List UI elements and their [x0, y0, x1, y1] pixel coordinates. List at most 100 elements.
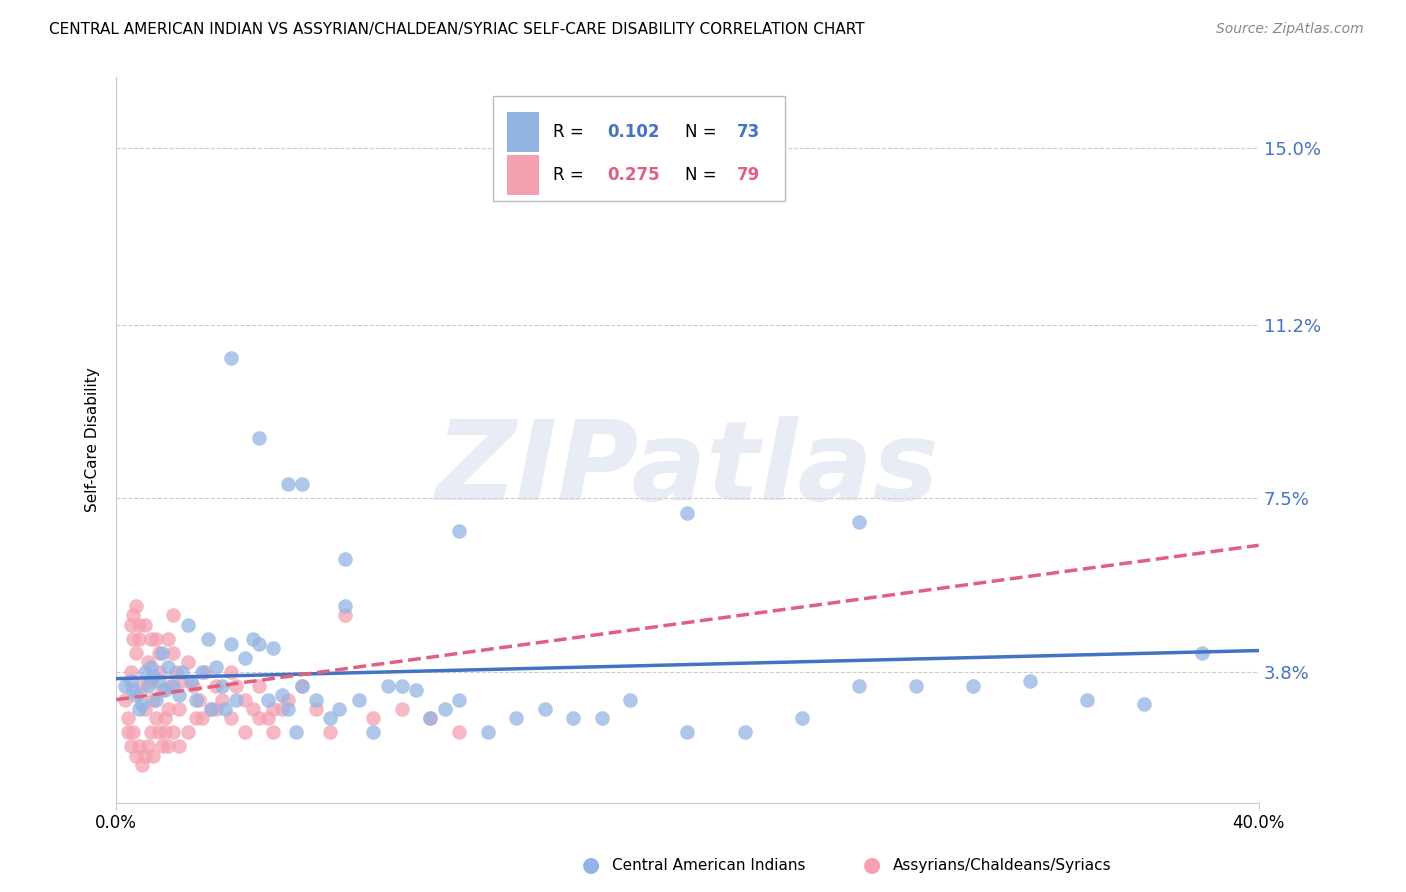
Point [447, 692, 470, 706]
Point [319, 711, 342, 725]
Point [205, 702, 228, 716]
Point [128, 617, 150, 632]
Point [619, 692, 641, 706]
Point [114, 692, 136, 706]
Point [477, 725, 499, 739]
Point [591, 711, 613, 725]
Point [120, 673, 142, 688]
Point [191, 711, 214, 725]
Text: ●: ● [582, 855, 599, 875]
Point [676, 725, 699, 739]
Point [139, 673, 162, 688]
Point [167, 688, 190, 702]
Point [391, 702, 413, 716]
Point [676, 506, 699, 520]
Point [233, 725, 256, 739]
Point [125, 748, 148, 763]
Point [200, 702, 222, 716]
Point [291, 679, 314, 693]
Point [305, 702, 328, 716]
Point [219, 636, 242, 650]
Point [256, 711, 278, 725]
Point [186, 711, 208, 725]
Point [447, 524, 470, 539]
Point [962, 679, 984, 693]
Point [363, 725, 385, 739]
Point [153, 683, 176, 698]
Point [117, 711, 139, 725]
Point [333, 599, 356, 613]
Point [134, 702, 156, 716]
Point [377, 679, 399, 693]
Point [1191, 646, 1213, 660]
Point [142, 748, 165, 763]
Point [142, 692, 165, 706]
Point [117, 725, 139, 739]
Point [262, 641, 284, 656]
Point [136, 679, 159, 693]
FancyBboxPatch shape [508, 155, 538, 195]
Point [347, 692, 370, 706]
Point [219, 711, 242, 725]
Text: 0.102: 0.102 [607, 123, 659, 141]
Point [165, 665, 187, 679]
Point [114, 679, 136, 693]
Point [167, 702, 190, 716]
Point [131, 698, 153, 712]
Point [291, 679, 314, 693]
Point [183, 679, 205, 693]
Point [134, 617, 156, 632]
Point [188, 692, 211, 706]
Point [125, 599, 148, 613]
Point [176, 617, 198, 632]
Point [363, 711, 385, 725]
Point [285, 725, 308, 739]
Point [247, 636, 270, 650]
Point [319, 725, 342, 739]
Point [271, 688, 294, 702]
Point [211, 692, 233, 706]
Point [122, 683, 145, 698]
Point [162, 646, 184, 660]
Point [162, 608, 184, 623]
Point [134, 748, 156, 763]
Point [170, 665, 193, 679]
Point [150, 739, 173, 754]
Point [291, 477, 314, 491]
Point [148, 665, 170, 679]
Point [148, 673, 170, 688]
Point [211, 679, 233, 693]
Point [142, 669, 165, 683]
Point [333, 608, 356, 623]
Point [904, 679, 927, 693]
Point [1133, 698, 1156, 712]
Point [405, 683, 427, 698]
Point [242, 632, 264, 646]
Text: Source: ZipAtlas.com: Source: ZipAtlas.com [1216, 22, 1364, 37]
Point [233, 650, 256, 665]
Text: 79: 79 [737, 166, 759, 185]
Point [1019, 673, 1042, 688]
Point [271, 702, 294, 716]
Point [148, 725, 170, 739]
Point [256, 692, 278, 706]
Point [170, 673, 193, 688]
Point [145, 711, 167, 725]
Point [122, 608, 145, 623]
Point [148, 646, 170, 660]
Point [205, 660, 228, 674]
Point [167, 739, 190, 754]
Point [131, 758, 153, 772]
Point [219, 665, 242, 679]
Text: ●: ● [863, 855, 880, 875]
Point [277, 477, 299, 491]
Text: R =: R = [553, 123, 589, 141]
Point [262, 702, 284, 716]
Point [200, 702, 222, 716]
Point [139, 632, 162, 646]
Point [197, 632, 219, 646]
Point [136, 655, 159, 669]
Point [262, 725, 284, 739]
Point [176, 725, 198, 739]
Text: ZIPatlas: ZIPatlas [436, 416, 939, 523]
